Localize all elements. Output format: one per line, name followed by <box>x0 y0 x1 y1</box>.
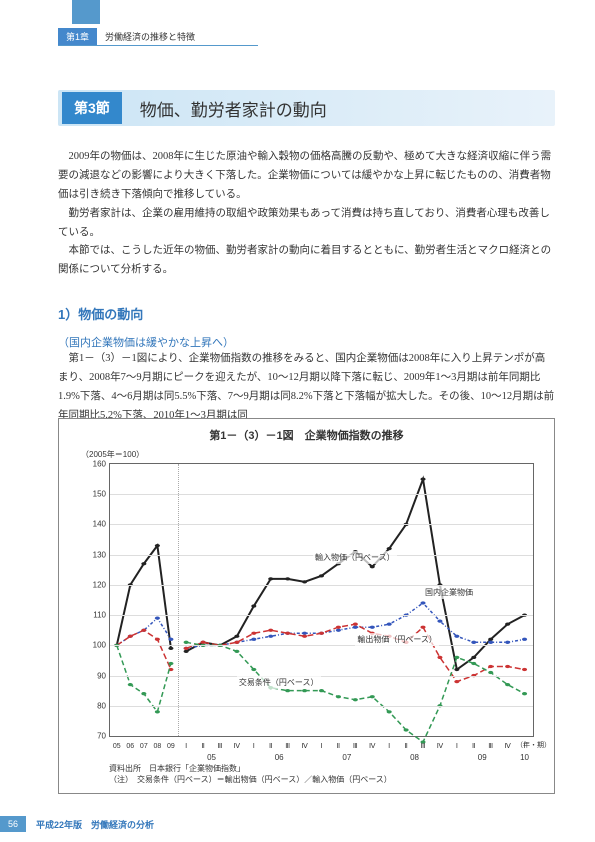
x-tick-quarter: Ⅳ <box>437 742 443 750</box>
chapter-bar: 第1章 労働経済の推移と特徴 <box>58 28 258 46</box>
x-tick-year: 05 <box>207 753 216 762</box>
chart-lines <box>110 464 533 736</box>
intro-p1: 2009年の物価は、2008年に生じた原油や輸入穀物の価格高騰の反動や、極めて大… <box>58 148 555 205</box>
x-tick-quarter: Ⅰ <box>185 742 187 750</box>
y-gridline <box>110 645 533 646</box>
y-tick-label: 90 <box>84 671 106 680</box>
subsection-p1: 第1－（3）－1図により、企業物価指数の推移をみると、国内企業物価は2008年に… <box>58 350 555 426</box>
x-tick-quarter: Ⅰ <box>253 742 255 750</box>
intro-text: 2009年の物価は、2008年に生じた原油や輸入穀物の価格高騰の反動や、極めて大… <box>58 148 555 280</box>
y-gridline <box>110 706 533 707</box>
y-tick-label: 140 <box>84 520 106 529</box>
x-tick-quarter: Ⅳ <box>369 742 375 750</box>
x-tick-quarter: Ⅱ <box>201 742 204 750</box>
section-title: 物価、勤労者家計の動向 <box>122 96 327 121</box>
x-axis-unit: （年・期） <box>516 740 551 750</box>
y-gridline <box>110 615 533 616</box>
footer-text: 平成22年版 労働経済の分析 <box>26 818 154 831</box>
y-tick-label: 80 <box>84 701 106 710</box>
chart-title: 第1－（3）－1図 企業物価指数の推移 <box>59 419 554 447</box>
x-tick-quarter: Ⅰ <box>388 742 390 750</box>
page-number: 56 <box>0 816 26 832</box>
top-tab-accent <box>72 0 100 24</box>
x-tick-quarter: Ⅰ <box>320 742 322 750</box>
x-tick-year: 10 <box>520 753 529 762</box>
page-footer: 56 平成22年版 労働経済の分析 <box>0 816 154 832</box>
chart-source: 資料出所 日本銀行「企業物価指数」 （注） 交易条件（円ベース）＝輸出物価（円ベ… <box>109 763 392 785</box>
subsection-body: 第1－（3）－1図により、企業物価指数の推移をみると、国内企業物価は2008年に… <box>58 350 555 426</box>
chart-annotation: 輸出物価（円ベース） <box>355 633 439 646</box>
chart-note-line: （注） 交易条件（円ベース）＝輸出物価（円ベース）／輸入物価（円ベース） <box>109 774 392 785</box>
x-tick-year: 06 <box>275 753 284 762</box>
plot-area: 7080901001101201301401501600506070809ⅠⅡⅢ… <box>109 463 534 737</box>
x-tick-annual: 06 <box>126 743 134 750</box>
x-tick-quarter: Ⅱ <box>337 742 340 750</box>
x-tick-quarter: Ⅲ <box>353 742 358 750</box>
y-tick-label: 100 <box>84 641 106 650</box>
y-tick-label: 150 <box>84 490 106 499</box>
x-tick-quarter: Ⅰ <box>456 742 458 750</box>
x-tick-year: 08 <box>410 753 419 762</box>
chart-annotation: 輸入物価（円ベース） <box>313 551 397 564</box>
intro-p2: 勤労者家計は、企業の雇用維持の取組や政策効果もあって消費は持ち直しており、消費者… <box>58 205 555 243</box>
x-tick-annual: 09 <box>167 743 175 750</box>
x-tick-quarter: Ⅳ <box>234 742 240 750</box>
y-tick-label: 160 <box>84 460 106 469</box>
chart-annotation: 交易条件（円ベース） <box>237 676 321 689</box>
chart-ylabel: （2005年＝100） <box>81 449 144 460</box>
chapter-title: 労働経済の推移と特徴 <box>97 30 195 43</box>
chart-annotation: 国内企業物価 <box>423 586 475 599</box>
chart-container: 第1－（3）－1図 企業物価指数の推移 （2005年＝100） 70809010… <box>58 418 555 794</box>
y-tick-label: 110 <box>84 611 106 620</box>
x-tick-quarter: Ⅱ <box>404 742 407 750</box>
x-tick-quarter: Ⅳ <box>504 742 510 750</box>
subsection-number: 1）物価の動向 <box>58 304 143 323</box>
x-tick-quarter: Ⅲ <box>218 742 223 750</box>
y-gridline <box>110 494 533 495</box>
x-tick-year: 07 <box>342 753 351 762</box>
y-gridline <box>110 524 533 525</box>
x-tick-quarter: Ⅲ <box>285 742 290 750</box>
x-tick-annual: 05 <box>113 743 121 750</box>
intro-p3: 本節では、こうした近年の物価、勤労者家計の動向に着目するとともに、勤労者生活とマ… <box>58 242 555 280</box>
chart-divider <box>178 464 179 736</box>
x-tick-quarter: Ⅲ <box>488 742 493 750</box>
section-badge: 第3節 <box>62 92 122 124</box>
section-header: 第3節 物価、勤労者家計の動向 <box>58 90 555 126</box>
x-tick-quarter: Ⅱ <box>269 742 272 750</box>
y-tick-label: 120 <box>84 580 106 589</box>
y-tick-label: 130 <box>84 550 106 559</box>
x-tick-annual: 07 <box>140 743 148 750</box>
chart-source-line: 資料出所 日本銀行「企業物価指数」 <box>109 763 392 774</box>
x-tick-quarter: Ⅱ <box>472 742 475 750</box>
subsection-heading: （国内企業物価は緩やかな上昇へ） <box>58 334 234 350</box>
x-tick-year: 09 <box>478 753 487 762</box>
y-gridline <box>110 676 533 677</box>
x-tick-quarter: Ⅳ <box>301 742 307 750</box>
chapter-badge: 第1章 <box>58 28 97 45</box>
x-tick-annual: 08 <box>153 743 161 750</box>
x-tick-quarter: Ⅲ <box>421 742 426 750</box>
y-tick-label: 70 <box>84 732 106 741</box>
